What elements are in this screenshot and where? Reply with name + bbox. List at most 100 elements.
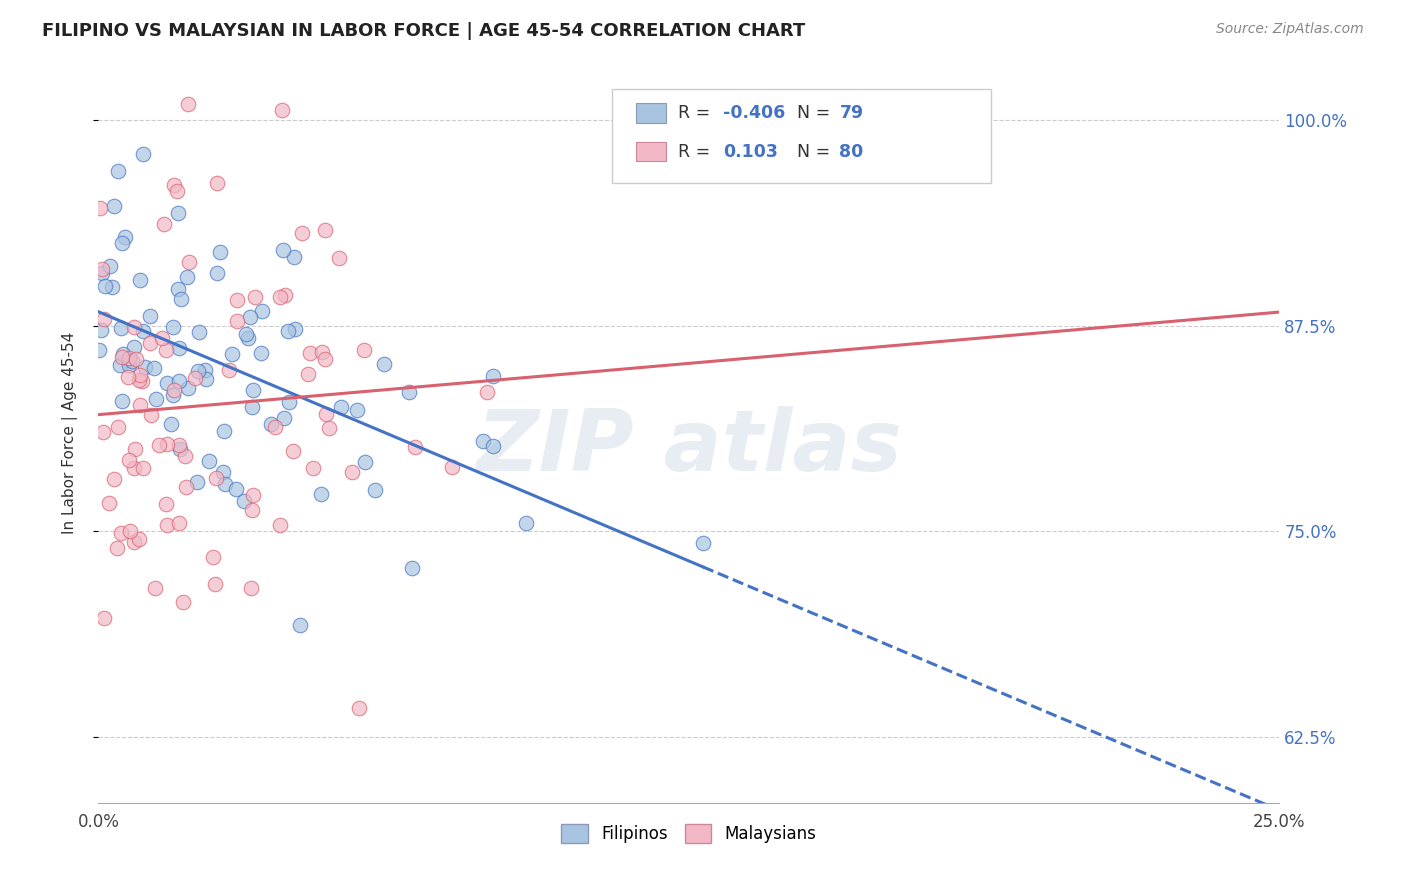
- Point: [214, 477, 236, 491]
- Point: [111, 394, 134, 409]
- Point: [212, 466, 235, 480]
- Point: [124, 351, 146, 366]
- Point: [482, 439, 505, 453]
- Point: [277, 394, 299, 409]
- Point: [515, 516, 537, 530]
- Point: [236, 331, 259, 345]
- Point: [176, 269, 198, 284]
- Point: [240, 581, 263, 595]
- Point: [155, 437, 177, 451]
- Y-axis label: In Labor Force | Age 45-54: In Labor Force | Age 45-54: [62, 332, 77, 533]
- Point: [107, 163, 129, 178]
- Point: [132, 324, 155, 338]
- Point: [170, 292, 193, 306]
- Point: [233, 494, 256, 508]
- Point: [166, 282, 188, 296]
- Point: [311, 486, 333, 500]
- Point: [184, 371, 207, 385]
- Point: [163, 384, 186, 398]
- Point: [283, 250, 305, 264]
- Point: [186, 475, 208, 489]
- Point: [155, 343, 177, 357]
- Point: [155, 517, 177, 532]
- Point: [118, 351, 141, 365]
- Point: [204, 470, 226, 484]
- Text: R =: R =: [678, 143, 721, 161]
- Point: [103, 472, 125, 486]
- Point: [398, 384, 420, 399]
- Point: [187, 364, 209, 378]
- Point: [373, 357, 395, 371]
- Point: [139, 408, 162, 422]
- Point: [176, 480, 198, 494]
- Point: [314, 351, 336, 366]
- Point: [273, 411, 295, 425]
- Point: [346, 402, 368, 417]
- Point: [162, 319, 184, 334]
- Point: [98, 259, 121, 273]
- Point: [93, 610, 115, 624]
- Point: [105, 541, 128, 556]
- Point: [314, 223, 336, 237]
- Point: [122, 340, 145, 354]
- Point: [128, 532, 150, 546]
- Point: [100, 280, 122, 294]
- Point: [270, 103, 292, 117]
- Point: [139, 336, 162, 351]
- Point: [160, 417, 183, 431]
- Point: [177, 254, 200, 268]
- Point: [131, 375, 153, 389]
- Point: [93, 278, 115, 293]
- Point: [226, 293, 249, 307]
- Point: [143, 581, 166, 595]
- Text: -0.406: -0.406: [723, 104, 785, 122]
- Point: [204, 577, 226, 591]
- Point: [692, 536, 714, 550]
- Point: [240, 400, 263, 414]
- Point: [242, 487, 264, 501]
- Point: [318, 421, 340, 435]
- Point: [283, 443, 305, 458]
- Point: [264, 419, 287, 434]
- Point: [288, 618, 311, 632]
- Point: [122, 534, 145, 549]
- Text: FILIPINO VS MALAYSIAN IN LABOR FORCE | AGE 45-54 CORRELATION CHART: FILIPINO VS MALAYSIAN IN LABOR FORCE | A…: [42, 22, 806, 40]
- Point: [177, 381, 200, 395]
- Point: [347, 701, 370, 715]
- Point: [207, 176, 229, 190]
- Point: [239, 310, 262, 324]
- Point: [155, 497, 177, 511]
- Point: [98, 496, 121, 510]
- Point: [129, 398, 152, 412]
- Point: [132, 146, 155, 161]
- Point: [301, 461, 323, 475]
- Point: [150, 330, 173, 344]
- Point: [89, 201, 111, 215]
- Point: [167, 374, 190, 388]
- Point: [167, 206, 190, 220]
- Text: ZIP atlas: ZIP atlas: [477, 406, 901, 489]
- Point: [89, 343, 111, 358]
- Text: N =: N =: [797, 143, 837, 161]
- Point: [242, 384, 264, 398]
- Point: [198, 454, 221, 468]
- Point: [188, 326, 211, 340]
- Point: [174, 449, 197, 463]
- Point: [177, 96, 200, 111]
- Point: [162, 388, 184, 402]
- Point: [274, 288, 297, 302]
- Point: [122, 319, 145, 334]
- Point: [118, 453, 141, 467]
- Point: [138, 309, 160, 323]
- Point: [163, 178, 186, 192]
- Point: [269, 290, 291, 304]
- Point: [145, 392, 167, 406]
- Point: [205, 266, 228, 280]
- Point: [103, 199, 125, 213]
- Text: 80: 80: [839, 143, 863, 161]
- Point: [269, 517, 291, 532]
- Point: [153, 217, 176, 231]
- Point: [110, 321, 132, 335]
- Point: [311, 345, 333, 359]
- Point: [481, 368, 503, 383]
